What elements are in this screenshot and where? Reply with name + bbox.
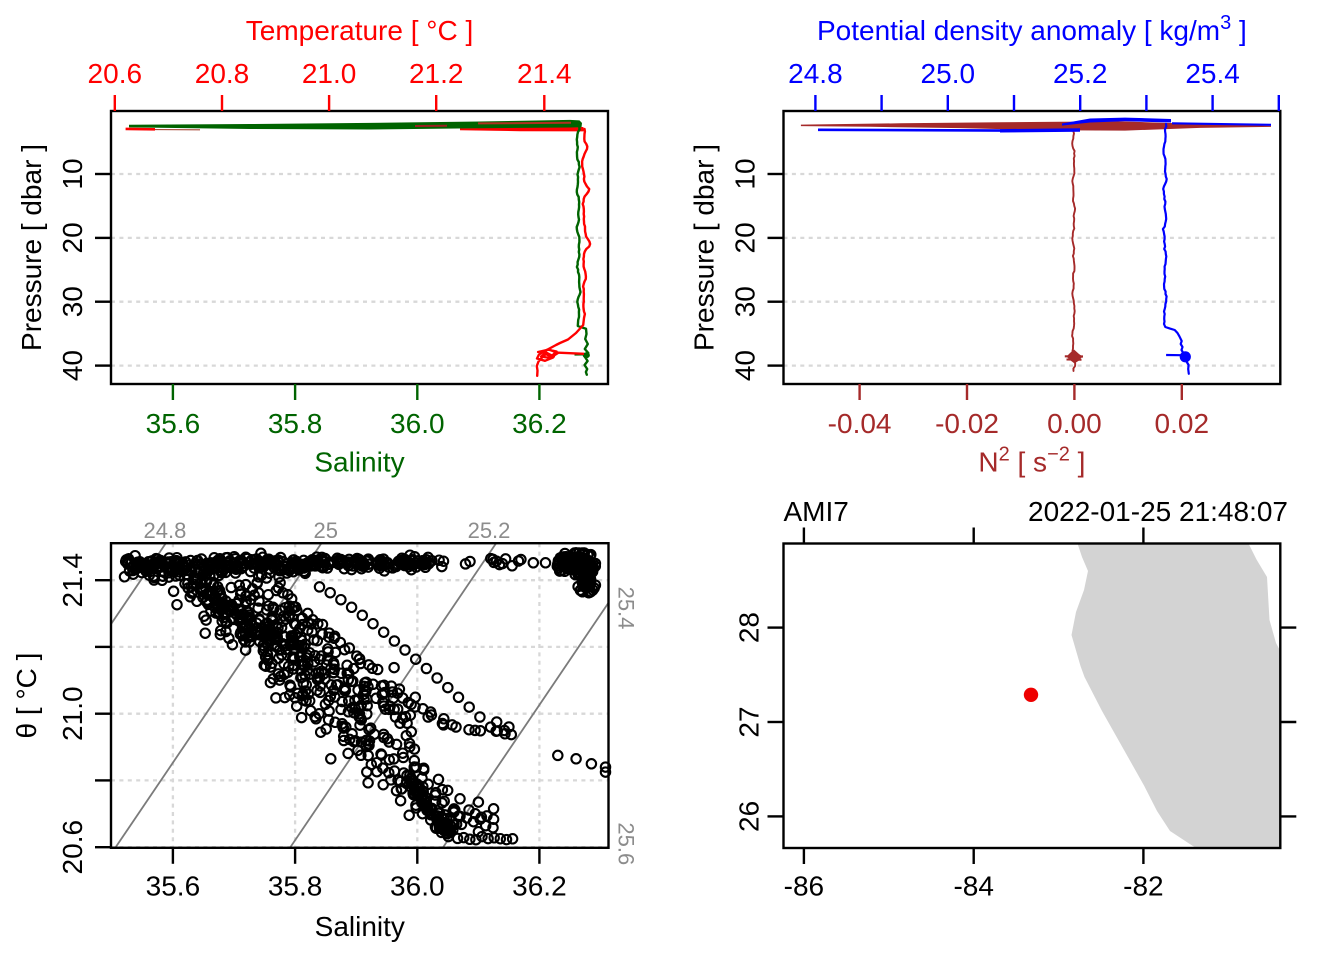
svg-text:25.2: 25.2 bbox=[468, 518, 511, 543]
svg-text:36.0: 36.0 bbox=[390, 408, 445, 439]
svg-text:30: 30 bbox=[57, 286, 88, 317]
svg-text:26: 26 bbox=[734, 801, 765, 832]
svg-text:36.0: 36.0 bbox=[390, 870, 445, 901]
svg-text:20.8: 20.8 bbox=[195, 58, 250, 89]
svg-text:-82: -82 bbox=[1123, 870, 1163, 901]
svg-text:35.8: 35.8 bbox=[268, 870, 323, 901]
svg-text:20: 20 bbox=[57, 222, 88, 253]
svg-text:10: 10 bbox=[57, 158, 88, 189]
svg-text:36.2: 36.2 bbox=[512, 870, 567, 901]
svg-text:25.4: 25.4 bbox=[1185, 58, 1240, 89]
svg-text:27: 27 bbox=[734, 706, 765, 737]
svg-text:20.6: 20.6 bbox=[57, 820, 88, 875]
svg-text:35.6: 35.6 bbox=[146, 408, 201, 439]
svg-text:-0.04: -0.04 bbox=[828, 408, 892, 439]
svg-text:21.0: 21.0 bbox=[57, 686, 88, 741]
svg-text:21.4: 21.4 bbox=[517, 58, 572, 89]
svg-text:2022-01-25 21:48:07: 2022-01-25 21:48:07 bbox=[1028, 496, 1288, 527]
svg-text:-0.02: -0.02 bbox=[935, 408, 999, 439]
svg-text:10: 10 bbox=[730, 158, 761, 189]
svg-text:Temperature [ °C ]: Temperature [ °C ] bbox=[246, 15, 474, 46]
svg-text:25.4: 25.4 bbox=[614, 587, 639, 630]
svg-text:30: 30 bbox=[730, 286, 761, 317]
svg-text:21.2: 21.2 bbox=[409, 58, 464, 89]
svg-text:0.02: 0.02 bbox=[1155, 408, 1210, 439]
svg-text:θ [ °C ]: θ [ °C ] bbox=[11, 653, 42, 739]
svg-text:40: 40 bbox=[57, 350, 88, 381]
svg-text:-84: -84 bbox=[953, 870, 993, 901]
svg-text:40: 40 bbox=[730, 350, 761, 381]
svg-text:Pressure [ dbar ]: Pressure [ dbar ] bbox=[16, 144, 47, 351]
svg-text:25.6: 25.6 bbox=[614, 822, 639, 865]
svg-text:35.6: 35.6 bbox=[146, 870, 201, 901]
svg-text:Salinity: Salinity bbox=[314, 447, 404, 478]
svg-text:25.2: 25.2 bbox=[1053, 58, 1108, 89]
svg-text:25.0: 25.0 bbox=[921, 58, 976, 89]
svg-text:20.6: 20.6 bbox=[88, 58, 143, 89]
svg-text:AMI7: AMI7 bbox=[784, 496, 849, 527]
svg-text:24.8: 24.8 bbox=[143, 518, 186, 543]
svg-text:21.0: 21.0 bbox=[302, 58, 357, 89]
svg-text:21.4: 21.4 bbox=[57, 553, 88, 608]
svg-text:Potential density anomaly [ kg: Potential density anomaly [ kg/m3 ] bbox=[817, 12, 1247, 46]
svg-text:24.8: 24.8 bbox=[788, 58, 843, 89]
svg-text:0.00: 0.00 bbox=[1047, 408, 1102, 439]
svg-text:Pressure [ dbar ]: Pressure [ dbar ] bbox=[689, 144, 720, 351]
svg-text:N2 [ s−2 ]: N2 [ s−2 ] bbox=[978, 444, 1085, 478]
svg-text:-86: -86 bbox=[784, 870, 824, 901]
svg-text:35.8: 35.8 bbox=[268, 408, 323, 439]
svg-text:20: 20 bbox=[730, 222, 761, 253]
svg-text:Salinity: Salinity bbox=[315, 911, 405, 942]
svg-text:28: 28 bbox=[734, 612, 765, 643]
svg-text:25: 25 bbox=[314, 518, 338, 543]
svg-text:36.2: 36.2 bbox=[512, 408, 567, 439]
